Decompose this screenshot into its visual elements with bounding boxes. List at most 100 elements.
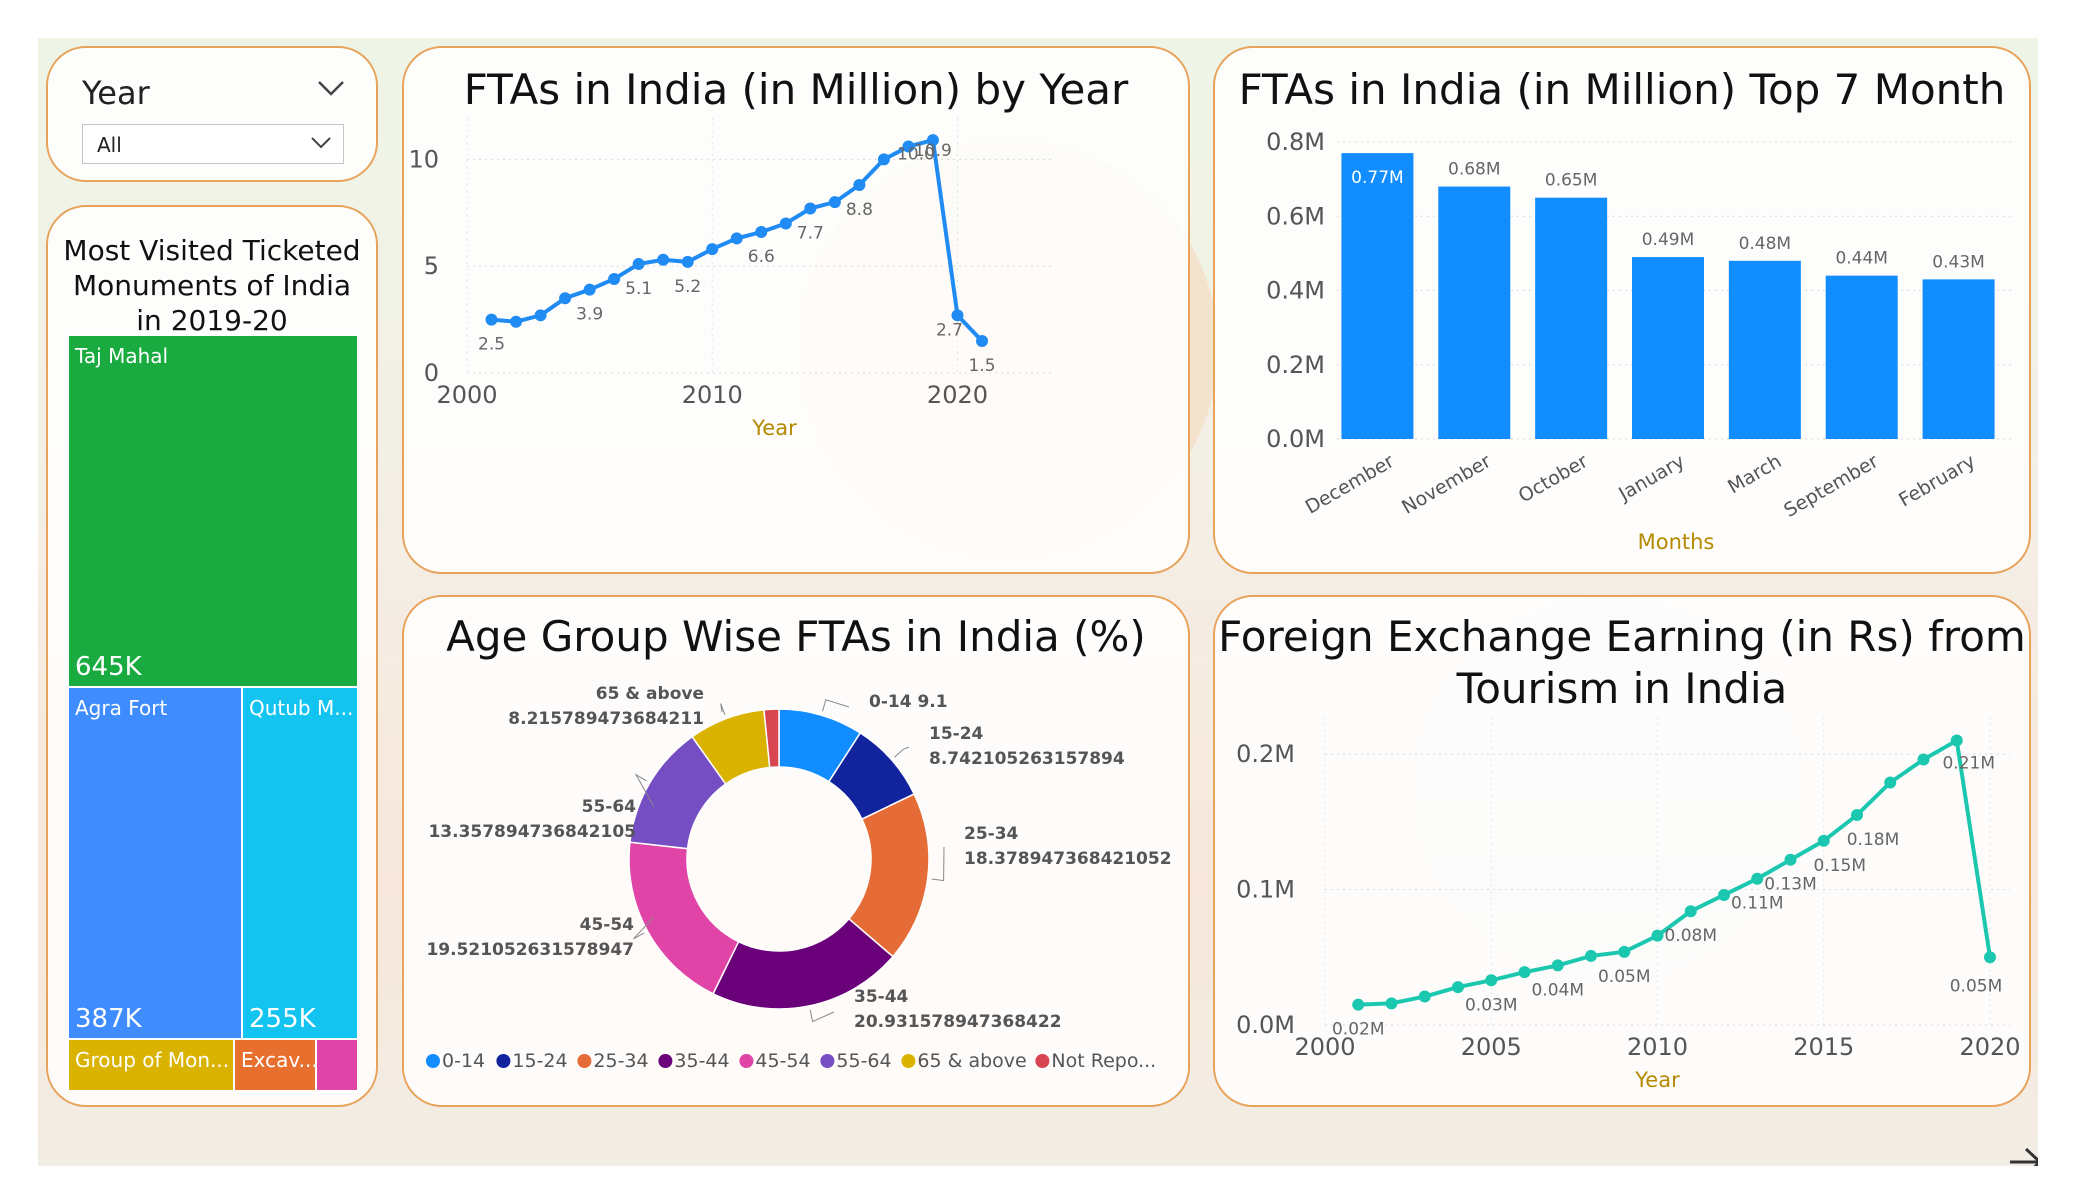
chart-title: FTAs in India (in Million) Top 7 Month bbox=[1238, 65, 2006, 114]
bar bbox=[1825, 275, 1898, 439]
year-dropdown[interactable]: All bbox=[82, 124, 344, 164]
slice-label: 25-34 bbox=[964, 824, 1019, 844]
data-label: 2.7 bbox=[936, 320, 963, 340]
data-point bbox=[1917, 753, 1930, 766]
data-point bbox=[632, 258, 645, 271]
legend-label: Not Repo... bbox=[1051, 1050, 1156, 1072]
fta-by-year-panel: FTAs in India (in Million) by Year 0 5 10 2… bbox=[402, 46, 1190, 574]
data-point bbox=[1884, 776, 1897, 789]
dropdown-value: All bbox=[97, 133, 122, 157]
treemap-tile-agra-fort[interactable]: Agra Fort 387K bbox=[68, 687, 242, 1039]
chart-title: FTAs in India (in Million) by Year bbox=[463, 65, 1129, 114]
legend-label: 45-54 bbox=[755, 1050, 810, 1072]
slice-label: 20.931578947368422 bbox=[854, 1012, 1062, 1032]
leader-line bbox=[633, 916, 655, 940]
y-tick-label: 0 bbox=[424, 359, 439, 387]
data-point bbox=[1618, 945, 1631, 958]
data-label: 10.0 bbox=[897, 144, 935, 164]
legend-label: 35-44 bbox=[674, 1050, 729, 1072]
bar bbox=[1535, 197, 1608, 439]
x-axis-title: Months bbox=[1638, 530, 1715, 554]
data-point bbox=[877, 153, 890, 166]
treemap-tile-taj-mahal[interactable]: Taj Mahal 645K bbox=[68, 335, 358, 687]
chart-title: Foreign Exchange Earning (in Rs) from To… bbox=[1215, 611, 2029, 715]
data-label: 0.44M bbox=[1835, 249, 1888, 269]
legend-marker bbox=[1035, 1054, 1050, 1068]
slice-label: 13.357894736842105 bbox=[428, 822, 636, 842]
data-point bbox=[583, 283, 596, 296]
leader-line bbox=[822, 699, 850, 712]
chart-title: Age Group Wise FTAs in India (%) bbox=[446, 612, 1146, 661]
arrow-right-icon[interactable] bbox=[2006, 1146, 2038, 1166]
tile-label: Taj Mahal bbox=[75, 344, 169, 368]
tile-value: 645K bbox=[75, 652, 142, 682]
donut-slice bbox=[763, 708, 780, 769]
data-label: 1.5 bbox=[968, 356, 995, 376]
x-tick-label: 2020 bbox=[1959, 1033, 2020, 1061]
y-tick-label: 0.0M bbox=[1266, 425, 1325, 453]
legend-marker bbox=[820, 1054, 835, 1068]
y-tick-label: 0.0M bbox=[1236, 1011, 1295, 1039]
treemap-tile-other[interactable] bbox=[316, 1039, 358, 1091]
data-point bbox=[1485, 974, 1498, 987]
x-tick-label: September bbox=[1780, 450, 1882, 522]
treemap-tile-qutub-minar[interactable]: Qutub M... 255K bbox=[242, 687, 358, 1039]
data-point bbox=[853, 179, 866, 191]
bar bbox=[1341, 153, 1414, 439]
data-label: 5.1 bbox=[625, 279, 652, 299]
data-point bbox=[755, 226, 768, 238]
data-label: 0.49M bbox=[1642, 230, 1695, 250]
x-tick-label: March bbox=[1724, 450, 1785, 498]
fta-top-months-panel: FTAs in India (in Million) Top 7 Month 0… bbox=[1213, 46, 2031, 574]
data-point bbox=[1518, 966, 1531, 979]
data-label: 5.2 bbox=[674, 277, 701, 297]
slice-label: 19.521052631578947 bbox=[426, 940, 634, 960]
slice-label: 55-64 bbox=[582, 797, 637, 817]
legend-marker bbox=[426, 1054, 440, 1068]
data-point bbox=[1551, 959, 1564, 972]
y-tick-label: 0.6M bbox=[1266, 202, 1325, 230]
data-point bbox=[1385, 997, 1398, 1010]
data-point bbox=[534, 309, 547, 322]
data-label: 0.03M bbox=[1465, 995, 1518, 1015]
data-point bbox=[1651, 929, 1664, 942]
fta-top-months-chart: 0.0M 0.2M 0.4M 0.6M 0.8M 0.77M December 0.68M No… bbox=[1266, 128, 2015, 554]
treemap-tile-group-of-monuments[interactable]: Group of Mon... bbox=[68, 1039, 234, 1091]
data-point bbox=[976, 334, 988, 347]
legend-label: 55-64 bbox=[836, 1050, 891, 1072]
data-label: 3.9 bbox=[576, 305, 603, 325]
bar bbox=[1438, 186, 1511, 439]
leader-line bbox=[634, 773, 655, 808]
data-label: 0.13M bbox=[1764, 875, 1817, 895]
x-tick-label: February bbox=[1895, 450, 1979, 511]
monuments-treemap-panel: Most Visited Ticketed Monuments of India… bbox=[46, 205, 378, 1107]
data-point bbox=[828, 196, 841, 209]
x-tick-label: 2010 bbox=[682, 381, 743, 409]
data-label: 6.6 bbox=[748, 247, 775, 267]
data-point bbox=[559, 292, 572, 305]
treemap-tile-excavated-site[interactable]: Excav... bbox=[234, 1039, 316, 1091]
slice-label: 35-44 bbox=[854, 987, 909, 1007]
data-point bbox=[608, 273, 621, 285]
data-label: 0.48M bbox=[1739, 234, 1792, 254]
data-point bbox=[681, 255, 694, 268]
data-point bbox=[1585, 949, 1597, 962]
legend-marker bbox=[577, 1054, 592, 1068]
data-point bbox=[1718, 888, 1730, 901]
tile-value: 255K bbox=[249, 1004, 316, 1034]
slicer-title: Year bbox=[82, 74, 150, 112]
x-tick-label: November bbox=[1398, 450, 1495, 519]
slice-label: 0-14 9.1 bbox=[869, 692, 948, 712]
data-point bbox=[1784, 853, 1797, 866]
x-tick-label: 2000 bbox=[436, 381, 497, 409]
legend-marker bbox=[901, 1054, 916, 1068]
data-point bbox=[1950, 734, 1963, 747]
slice-label: 18.378947368421052 bbox=[964, 849, 1172, 869]
x-tick-label: 2015 bbox=[1793, 1033, 1854, 1061]
leader-line bbox=[809, 1009, 835, 1023]
data-label: 0.65M bbox=[1545, 171, 1598, 191]
chevron-down-icon[interactable] bbox=[316, 78, 346, 98]
age-group-panel: Age Group Wise FTAs in India (%) 0-14 9.… bbox=[402, 595, 1190, 1107]
legend-marker bbox=[658, 1054, 673, 1068]
y-tick-label: 10 bbox=[408, 145, 439, 173]
